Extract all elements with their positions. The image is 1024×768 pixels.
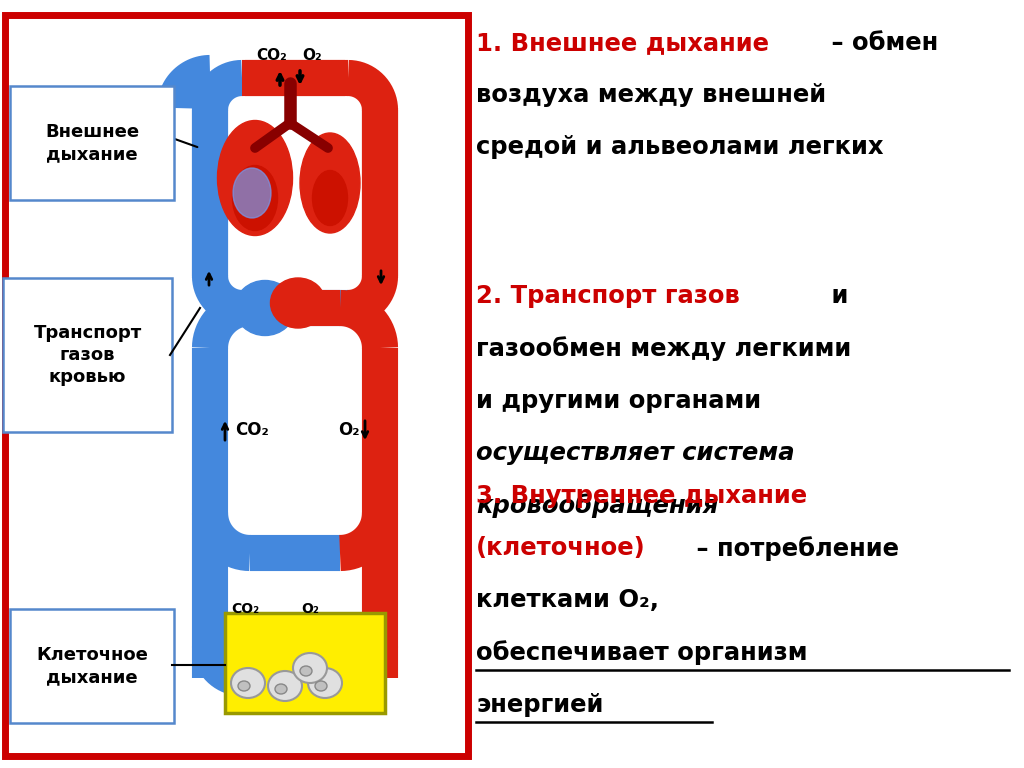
Ellipse shape [234, 280, 295, 336]
Text: и: и [822, 284, 848, 308]
Text: кровообращения: кровообращения [476, 493, 719, 518]
Text: (клеточное): (клеточное) [476, 536, 646, 560]
Ellipse shape [233, 168, 271, 218]
Text: осуществляет система: осуществляет система [476, 441, 795, 465]
Ellipse shape [312, 170, 347, 226]
Ellipse shape [268, 671, 302, 701]
Text: O₂: O₂ [339, 421, 360, 439]
Text: CO₂: CO₂ [234, 421, 268, 439]
Ellipse shape [217, 121, 293, 236]
FancyBboxPatch shape [3, 278, 172, 432]
Text: – потребление: – потребление [688, 536, 899, 561]
Ellipse shape [270, 278, 326, 328]
Ellipse shape [308, 668, 342, 698]
Text: O₂: O₂ [302, 48, 322, 63]
Text: энергией: энергией [476, 693, 603, 717]
Text: 2. Транспорт газов: 2. Транспорт газов [476, 284, 740, 308]
Ellipse shape [300, 666, 312, 676]
FancyBboxPatch shape [10, 609, 174, 723]
Text: CO₂: CO₂ [231, 602, 259, 616]
Ellipse shape [232, 165, 278, 230]
Text: воздуха между внешней: воздуха между внешней [476, 83, 826, 107]
Text: – обмен: – обмен [822, 31, 938, 55]
Text: средой и альвеолами легких: средой и альвеолами легких [476, 135, 884, 159]
Text: 1. Внешнее дыхание: 1. Внешнее дыхание [476, 31, 769, 55]
Ellipse shape [300, 133, 360, 233]
Text: Транспорт
газов
кровью: Транспорт газов кровью [34, 324, 141, 386]
Ellipse shape [231, 668, 265, 698]
Text: и другими органами: и другими органами [476, 389, 761, 412]
FancyBboxPatch shape [10, 86, 174, 200]
Text: 3. Внутреннее дыхание: 3. Внутреннее дыхание [476, 484, 807, 508]
Ellipse shape [275, 684, 287, 694]
Text: CO₂: CO₂ [257, 48, 288, 63]
Text: клетками О₂,: клетками О₂, [476, 588, 659, 612]
Text: газообмен между легкими: газообмен между легкими [476, 336, 851, 361]
Text: Клеточное
дыхание: Клеточное дыхание [36, 646, 147, 686]
Text: обеспечивает организм: обеспечивает организм [476, 641, 808, 665]
Text: Внешнее
дыхание: Внешнее дыхание [45, 123, 139, 163]
Ellipse shape [293, 653, 327, 683]
Text: O₂: O₂ [301, 602, 318, 616]
Ellipse shape [315, 681, 327, 691]
Ellipse shape [238, 681, 250, 691]
FancyBboxPatch shape [225, 613, 385, 713]
FancyBboxPatch shape [5, 15, 468, 756]
